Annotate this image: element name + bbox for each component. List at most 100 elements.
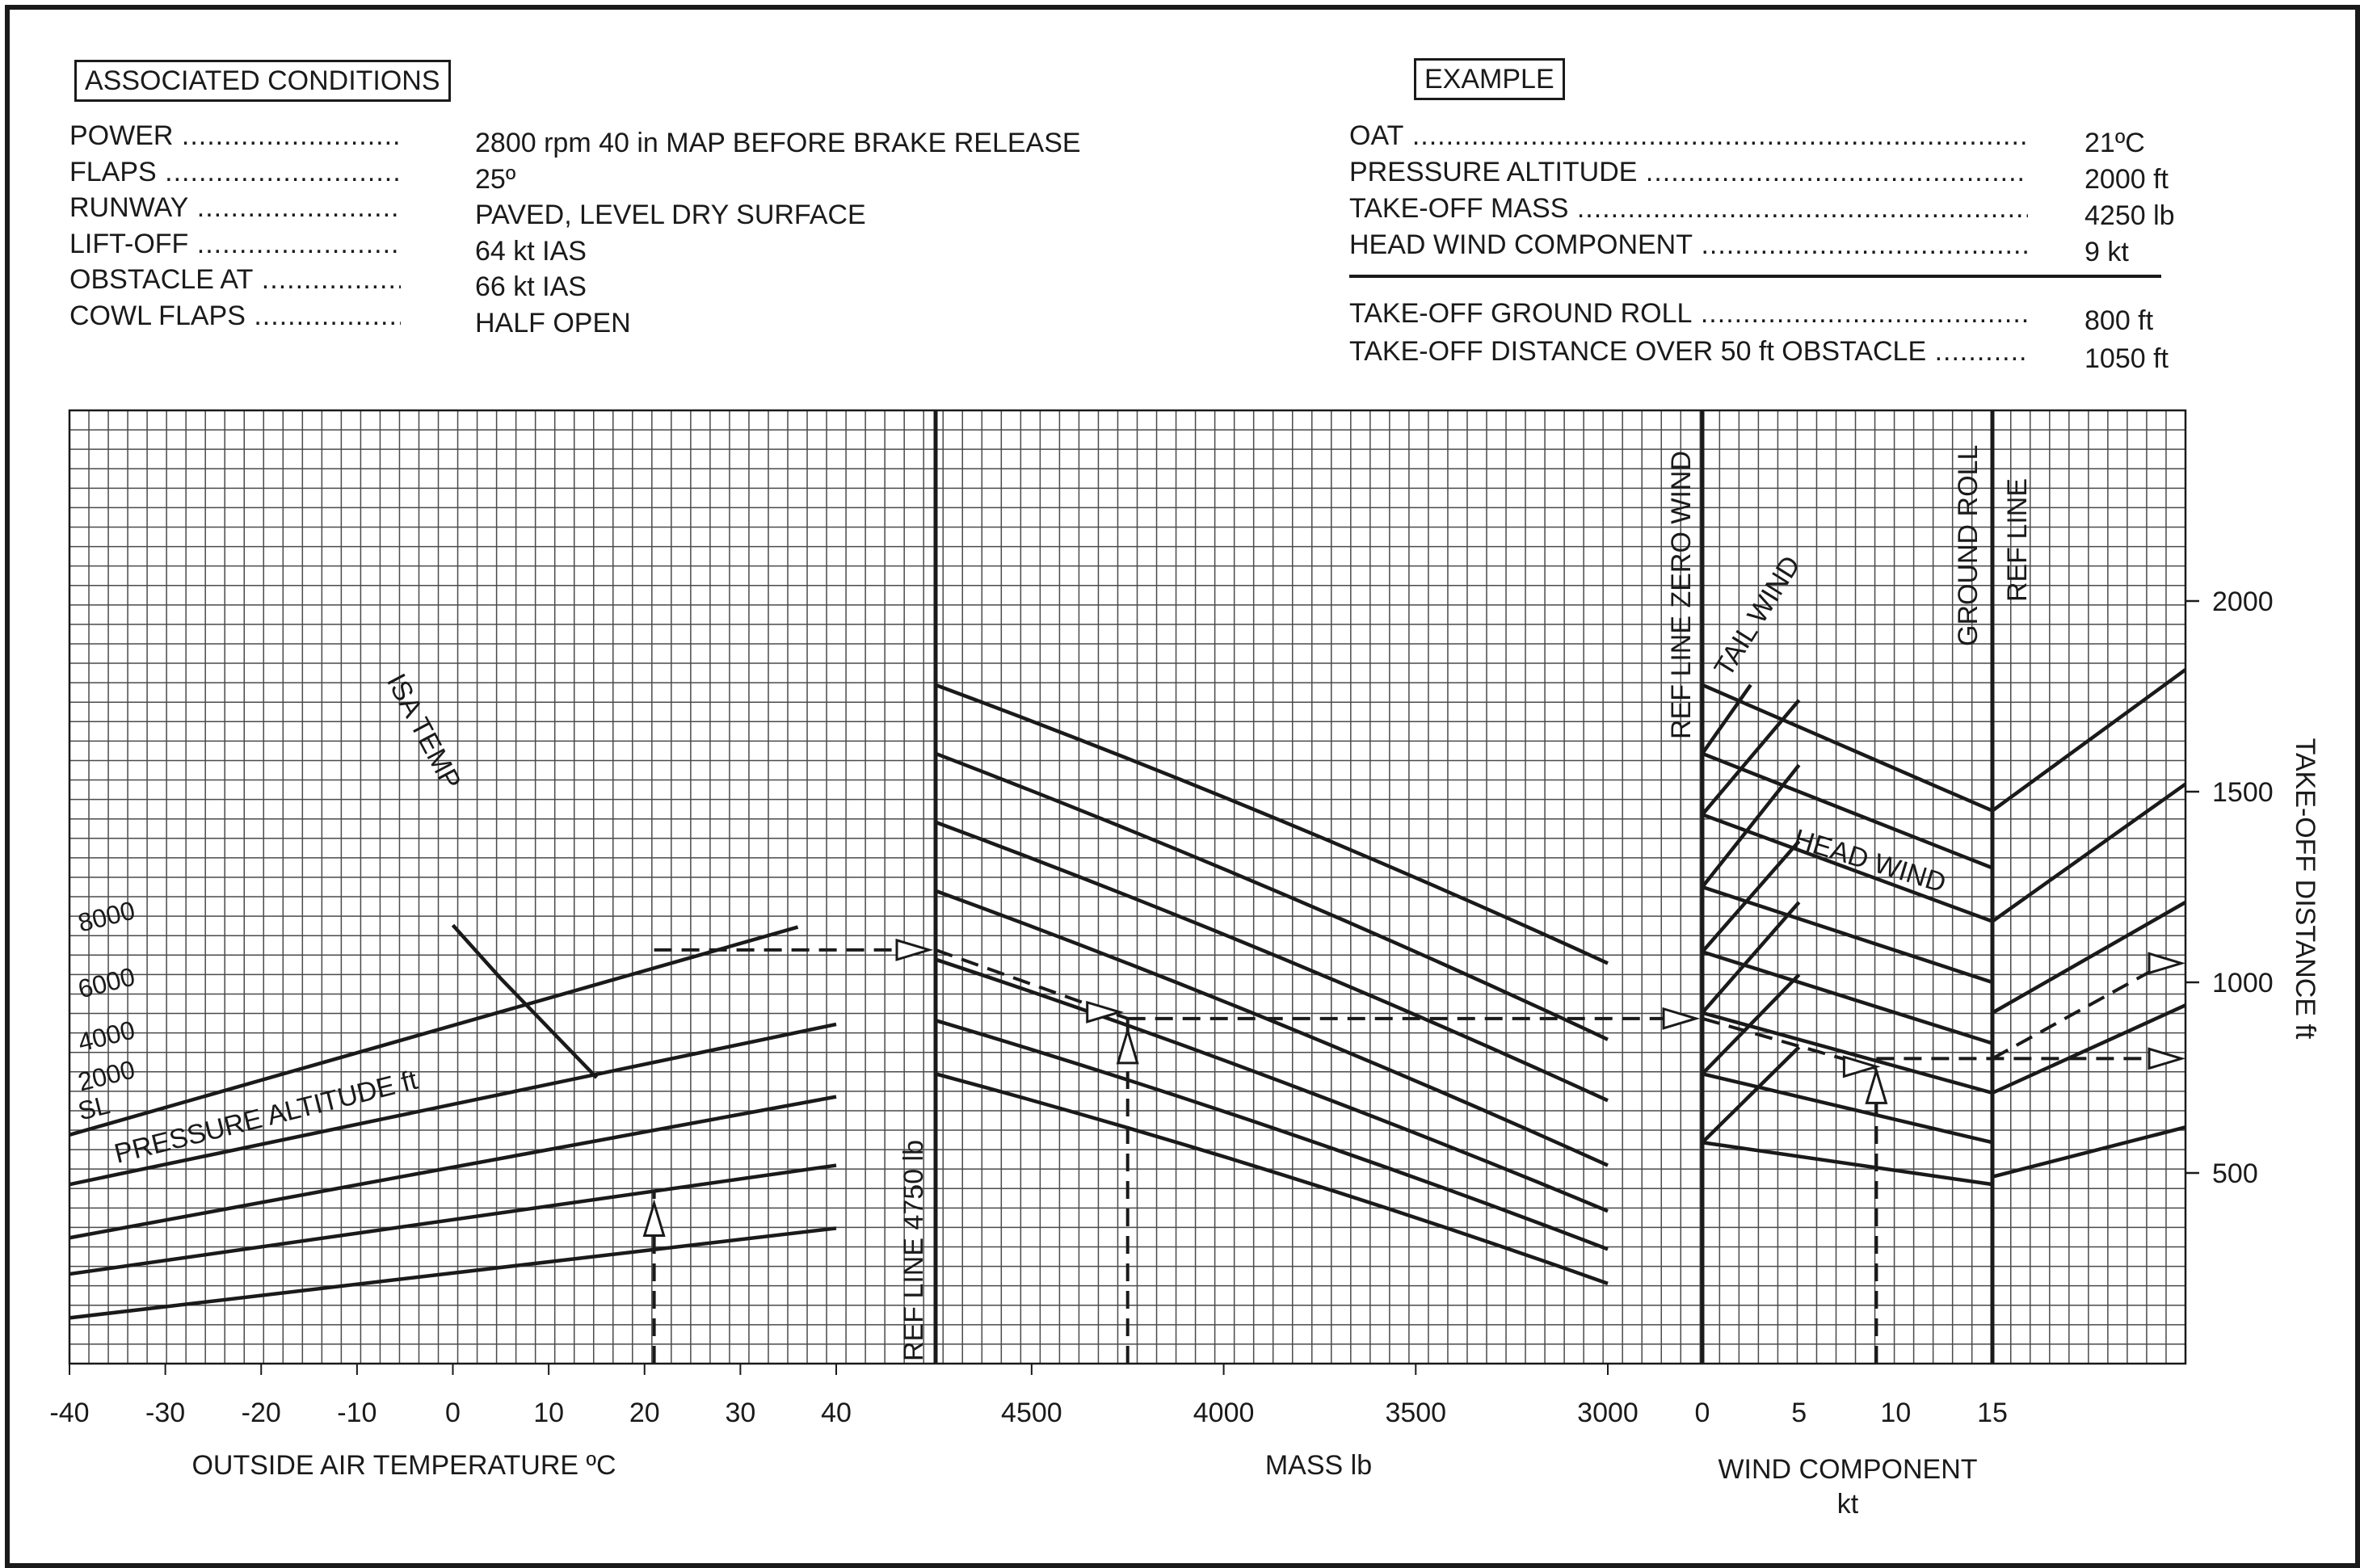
pressure-altitude-label: 8000: [75, 895, 138, 937]
ref-line-label: REF LINE: [2002, 478, 2033, 602]
x-tick-label: -30: [145, 1398, 185, 1428]
head-wind-line: [1702, 751, 1993, 870]
example-arrow: [2148, 1047, 2186, 1070]
x-tick-label: 30: [725, 1398, 755, 1428]
x-tick-label: 40: [821, 1398, 852, 1428]
obstacle-guide-line: [1991, 900, 2187, 1015]
condition-label: COWL FLAPS: [69, 300, 401, 332]
tail-wind-line: [1701, 901, 1801, 1015]
y-tick-label: 1500: [2212, 777, 2274, 808]
mass-guide-line: [935, 957, 1609, 1213]
example-obstacle-path: [1992, 961, 2166, 1061]
y-axis-label: TAKE-OFF DISTANCE ft: [2290, 738, 2320, 1040]
condition-label: LIFT-OFF: [69, 228, 401, 260]
tail-wind-line: [1701, 1045, 1801, 1144]
example-value: 9 kt: [2084, 237, 2129, 267]
head-wind-line: [1702, 885, 1993, 985]
isa-temp-label: ISA TEMP: [381, 669, 467, 795]
y-tick-label: 2000: [2212, 586, 2274, 617]
example-title: EXAMPLE: [1414, 58, 1565, 100]
ref-line-4750-label: REF LINE 4750 lb: [898, 1140, 929, 1361]
mass-guide-line: [935, 820, 1609, 1103]
example-path: [642, 938, 2186, 1364]
mass-guide-line: [935, 1019, 1609, 1251]
example-value: 1050 ft: [2084, 343, 2169, 374]
example-input-row: PRESSURE ALTITUDE 2000 ft: [1349, 156, 2169, 195]
condition-row: RUNWAY PAVED, LEVEL DRY SURFACE: [69, 191, 866, 231]
tail-wind-line: [1701, 973, 1801, 1075]
head-wind-line: [1702, 1141, 1993, 1187]
example-label: TAKE-OFF GROUND ROLL: [1349, 297, 2028, 330]
x-tick-label: -10: [337, 1398, 377, 1428]
x-tick-label: 0: [1695, 1398, 1710, 1428]
x-tick-label: 5: [1791, 1398, 1807, 1428]
example-value: 4250 lb: [2084, 200, 2175, 231]
head-wind-line: [1702, 683, 1993, 813]
x-tick-label: 10: [1880, 1398, 1911, 1428]
condition-value: PAVED, LEVEL DRY SURFACE: [475, 200, 866, 230]
x-axis-label-mass: MASS lb: [1265, 1450, 1372, 1481]
example-result-row: TAKE-OFF GROUND ROLL 800 ft: [1349, 297, 2153, 337]
condition-value: 64 kt IAS: [475, 235, 587, 267]
tail-wind-label: TAIL WIND: [1709, 551, 1807, 683]
condition-value: 66 kt IAS: [475, 271, 587, 302]
example-arrow: [1865, 1066, 1888, 1104]
pressure-altitude-line: [69, 1022, 837, 1187]
head-wind-line: [1702, 950, 1993, 1045]
example-label: OAT: [1349, 120, 2028, 152]
example-separator: [1349, 275, 2161, 278]
pressure-altitude-line: [69, 925, 799, 1137]
tail-wind-line: [1701, 763, 1801, 889]
example-value: 21ºC: [2084, 128, 2145, 158]
x-tick-label: 20: [629, 1398, 660, 1428]
x-tick-label: 10: [533, 1398, 564, 1428]
example-input-row: HEAD WIND COMPONENT 9 kt: [1349, 229, 2129, 268]
ground-roll-label: GROUND ROLL: [1953, 445, 1983, 646]
x-tick-label: 15: [1977, 1398, 2008, 1428]
y-tick-label: 500: [2212, 1158, 2258, 1189]
x-tick-label: 0: [445, 1398, 461, 1428]
tail-wind-line: [1701, 699, 1801, 816]
condition-label: OBSTACLE AT: [69, 263, 401, 296]
condition-value: 2800 rpm 40 in MAP BEFORE BRAKE RELEASE: [475, 128, 1081, 158]
condition-row: LIFT-OFF 64 kt IAS: [69, 228, 587, 267]
x-tick-label: 4000: [1193, 1398, 1255, 1428]
x-axis-label-wind: WIND COMPONENT: [1718, 1454, 1977, 1485]
x-tick-label: 3500: [1385, 1398, 1446, 1428]
example-arrow: [1842, 1055, 1881, 1078]
tail-wind-line: [1701, 839, 1801, 953]
example-arrow: [1116, 1026, 1139, 1065]
chart-labels: -40 -30 -20 -10 0 10 20 30 40 4500 4000 3500 3000 0 5 1…: [49, 445, 2320, 1520]
condition-row: OBSTACLE AT 66 kt IAS: [69, 263, 587, 303]
condition-value: HALF OPEN: [475, 307, 631, 338]
example-value: 800 ft: [2084, 305, 2154, 336]
mass-guide-line: [935, 751, 1609, 1041]
tail-wind-line: [1701, 683, 1752, 755]
example-value: 2000 ft: [2084, 164, 2169, 195]
ref-line-zero-wind-label: REF LINE ZERO WIND: [1666, 451, 1697, 739]
mass-guide-line: [935, 683, 1609, 965]
x-tick-label: 4500: [1001, 1398, 1062, 1428]
obstacle-guide-line: [1991, 668, 2187, 813]
condition-row: FLAPS 25º: [69, 156, 515, 195]
panel-dividers: [933, 410, 1995, 1364]
mass-guide-line: [935, 889, 1609, 1167]
condition-row: POWER 2800 rpm 40 in MAP BEFORE BRAKE REL…: [69, 120, 1081, 159]
pressure-altitude-line: [69, 1163, 837, 1276]
condition-value: 25º: [475, 163, 516, 195]
pressure-altitude-label: SL: [75, 1090, 113, 1125]
pressure-altitude-line: [69, 1095, 837, 1240]
example-input-row: OAT 21ºC: [1349, 120, 2145, 159]
obstacle-guide-line: [1991, 782, 2187, 923]
example-label: HEAD WIND COMPONENT: [1349, 229, 2028, 261]
head-wind-line: [1702, 1072, 1993, 1145]
example-label: TAKE-OFF MASS: [1349, 192, 2028, 225]
pressure-altitude-label: 2000: [75, 1054, 138, 1096]
example-label: TAKE-OFF DISTANCE OVER 50 ft OBSTACLE: [1349, 335, 2028, 368]
x-tick-label: -20: [242, 1398, 281, 1428]
isa-temp-curve: [451, 923, 599, 1079]
obstacle-guide-line: [1992, 1125, 2186, 1179]
example-arrow: [2148, 952, 2186, 975]
pressure-altitude-line: [69, 1226, 837, 1320]
